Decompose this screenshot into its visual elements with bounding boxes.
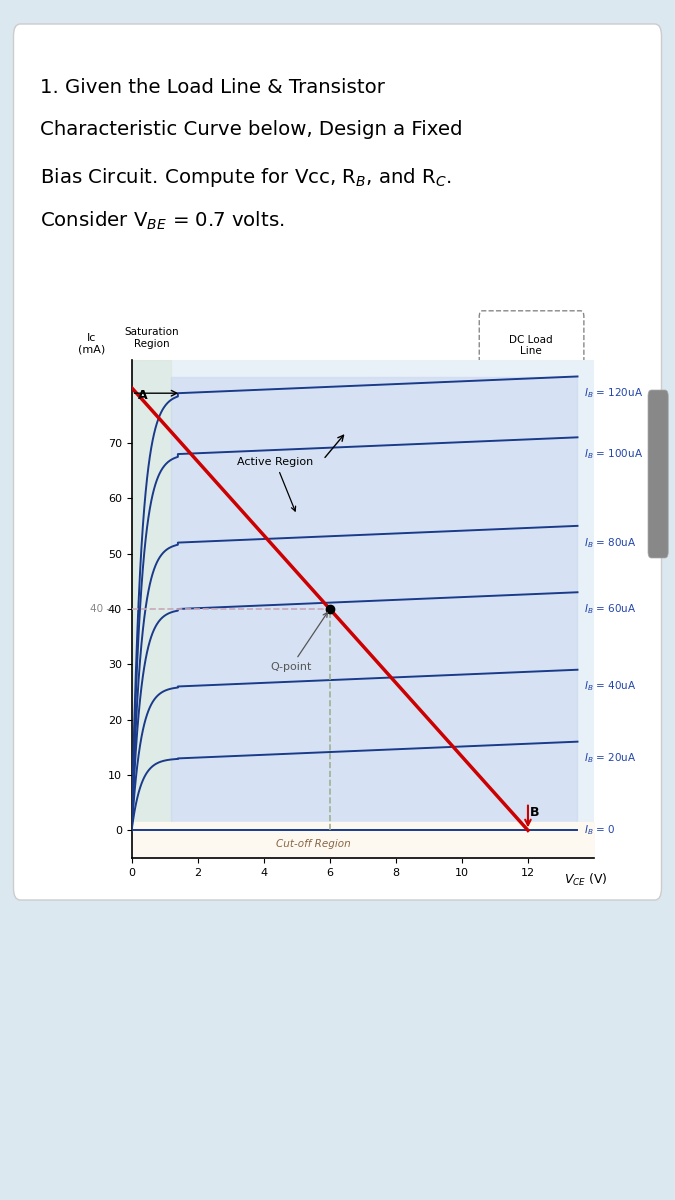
Text: $V_{CE}$ (V): $V_{CE}$ (V) [564, 872, 608, 888]
Text: $I_B$ = 120uA: $I_B$ = 120uA [584, 386, 643, 400]
Text: $I_B$ = 60uA: $I_B$ = 60uA [584, 602, 637, 616]
Text: $I_B$ = 80uA: $I_B$ = 80uA [584, 535, 637, 550]
Text: B: B [530, 806, 539, 820]
Text: A: A [138, 389, 147, 402]
Text: $I_B$ = 0: $I_B$ = 0 [584, 823, 616, 838]
Text: Consider V$_{BE}$ = 0.7 volts.: Consider V$_{BE}$ = 0.7 volts. [40, 210, 285, 233]
Text: Saturation
Region: Saturation Region [124, 328, 179, 349]
Text: Bias Circuit. Compute for Vcc, R$_B$, and R$_C$.: Bias Circuit. Compute for Vcc, R$_B$, an… [40, 166, 452, 188]
Text: $I_B$ = 20uA: $I_B$ = 20uA [584, 751, 637, 766]
Text: Active Region: Active Region [238, 457, 314, 511]
Text: Q-point: Q-point [270, 612, 327, 672]
Text: $I_B$ = 40uA: $I_B$ = 40uA [584, 679, 637, 694]
Text: Cut-off Region: Cut-off Region [276, 839, 350, 850]
Text: Ic
(mA): Ic (mA) [78, 332, 105, 354]
FancyBboxPatch shape [648, 390, 668, 558]
Text: DC Load
Line: DC Load Line [510, 335, 553, 356]
Text: 40 –: 40 – [90, 604, 112, 614]
FancyBboxPatch shape [479, 311, 584, 380]
Bar [132, 360, 171, 830]
Text: $I_B$ = 100uA: $I_B$ = 100uA [584, 448, 643, 461]
Text: 1. Given the Load Line & Transistor: 1. Given the Load Line & Transistor [40, 78, 385, 97]
Text: Characteristic Curve below, Design a Fixed: Characteristic Curve below, Design a Fix… [40, 120, 463, 139]
FancyBboxPatch shape [14, 24, 662, 900]
